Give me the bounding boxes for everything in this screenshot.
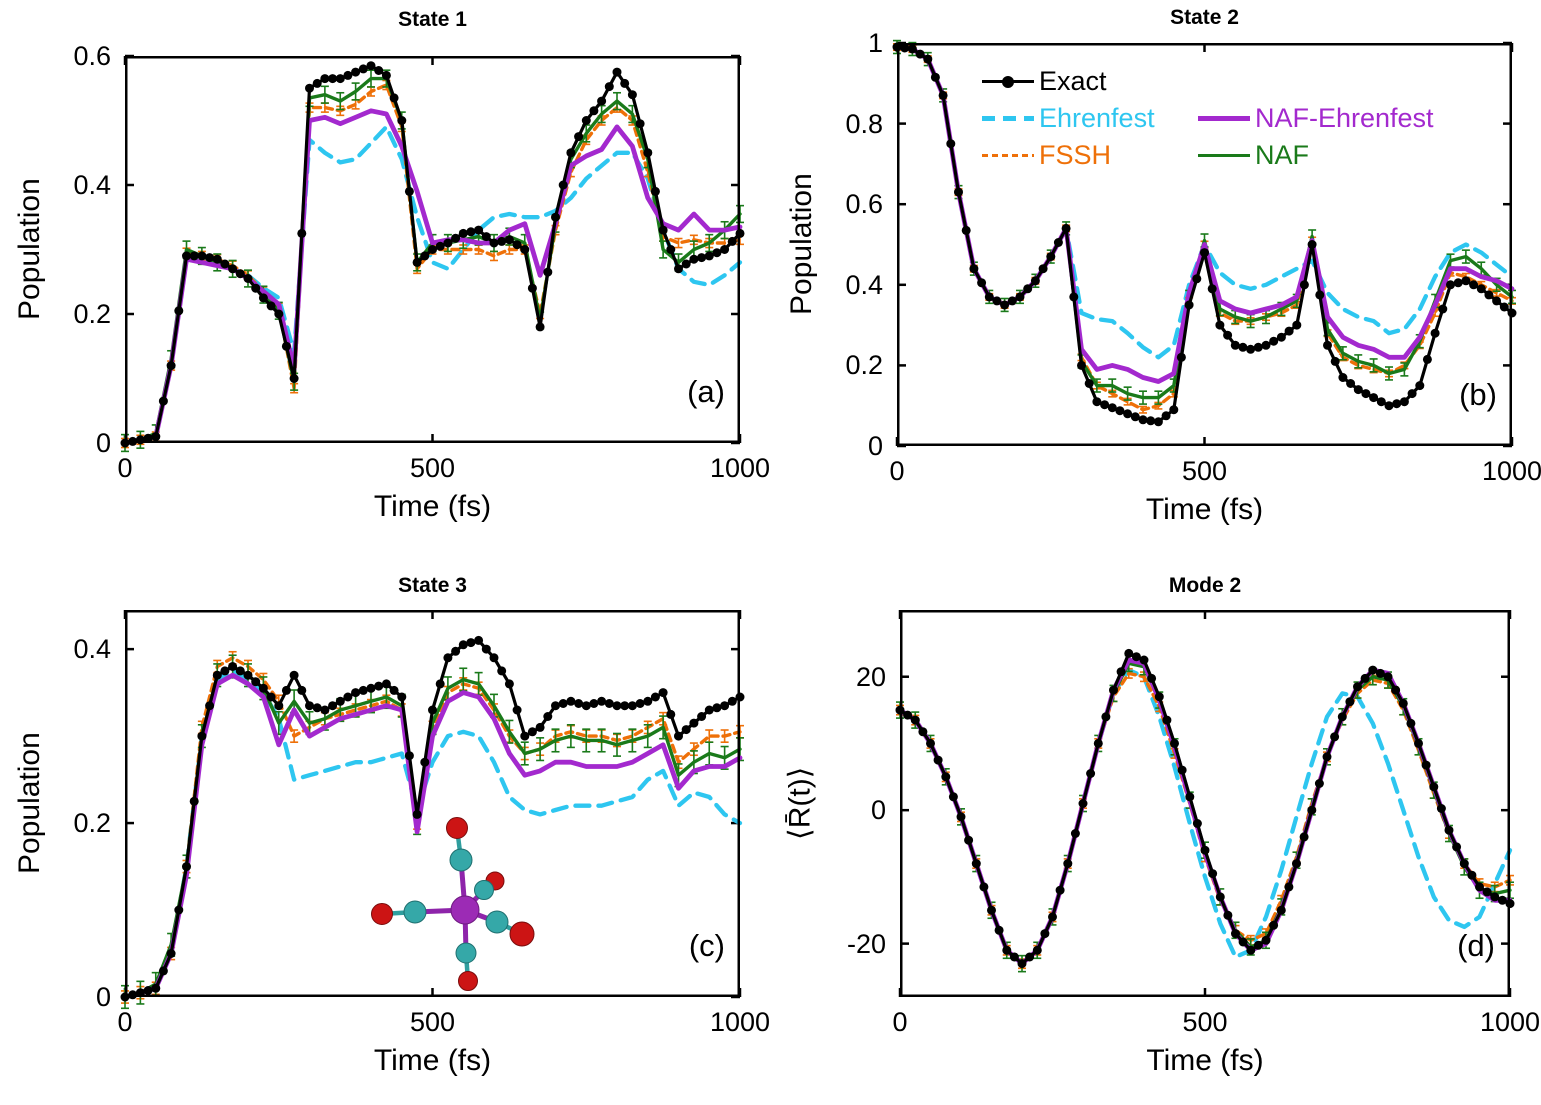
- molecule-inset: [371, 817, 535, 991]
- x-axis-label: Time (fs): [1146, 1044, 1264, 1077]
- y-tick-label: 0: [95, 428, 111, 458]
- y-tick-label: 0.6: [845, 189, 883, 220]
- x-tick-label: 500: [409, 453, 456, 483]
- series-naf-ehrenfest: [122, 108, 743, 446]
- y-tick-label: 0.2: [73, 299, 111, 329]
- plot-area: [120, 610, 745, 1010]
- panel-mode-2: Mode 2 ⟨R̄(t)⟩ Time (fs) (d) -20 0 20 0 500 1…: [770, 552, 1541, 1105]
- series-exact-markers: [120, 635, 745, 1002]
- plot-frame: [897, 43, 1512, 446]
- panel-state-2: State 2 Population Time (fs) (b) Exact Eh…: [770, 0, 1541, 552]
- molecule-oxygen-atoms: [371, 817, 535, 991]
- y-tick-label: 0.8: [845, 108, 883, 139]
- legend-label: NAF-Ehrenfest: [1255, 103, 1434, 133]
- panel-title: State 3: [398, 574, 467, 597]
- x-tick-label: 1000: [1481, 456, 1541, 486]
- panel-title: State 2: [1170, 6, 1239, 29]
- legend-item-fssh: FSSH: [982, 140, 1194, 171]
- y-tick-label: 0: [867, 431, 883, 461]
- plot-frame: [125, 56, 740, 443]
- y-tick-label: 0.4: [73, 634, 111, 665]
- panel-letter: (c): [688, 928, 725, 963]
- panel-letter: (b): [1459, 377, 1497, 412]
- plot-area: [895, 610, 1515, 997]
- naf-line-sample-icon: [1198, 145, 1250, 167]
- y-tick-label: 0.4: [73, 170, 111, 200]
- plot-frame: [900, 610, 1510, 997]
- y-tick-label: -20: [846, 928, 886, 959]
- y-tick-label: 0.2: [73, 808, 111, 839]
- legend-label: FSSH: [1039, 140, 1112, 170]
- series-ehrenfest: [897, 667, 1513, 966]
- x-tick-label: 1000: [709, 1007, 771, 1037]
- y-tick-label: 0.2: [845, 350, 883, 381]
- series-naf-ehrenfest: [122, 672, 743, 1000]
- legend-item-exact: Exact: [982, 66, 1194, 97]
- x-tick-label: 0: [117, 453, 133, 483]
- legend-item-naf-ehrenfest: NAF-Ehrenfest: [1198, 103, 1434, 134]
- legend-label: Exact: [1039, 66, 1107, 96]
- y-axis-label: Population: [13, 732, 46, 875]
- y-axis-label: Population: [785, 173, 818, 316]
- naf-ehrenfest-line-sample-icon: [1198, 108, 1250, 130]
- x-tick-label: 500: [409, 1007, 456, 1037]
- plot-area: [120, 54, 745, 453]
- y-tick-label: 0.6: [73, 41, 111, 71]
- series-fssh: [898, 671, 1512, 966]
- series-exact-markers: [892, 42, 1517, 427]
- panel-state-1: State 1 Population Time (fs) (a) 0 0.2 0.4…: [0, 0, 770, 552]
- legend-label: Ehrenfest: [1039, 103, 1155, 133]
- panel-title: Mode 2: [1168, 574, 1242, 597]
- fssh-line-sample-icon: [982, 145, 1034, 167]
- y-tick-label: 1: [867, 28, 883, 58]
- plot-area: [892, 39, 1517, 448]
- y-tick-label: 20: [855, 661, 886, 692]
- x-axis-label: Time (fs): [373, 490, 492, 523]
- ehrenfest-line-sample-icon: [982, 108, 1034, 130]
- x-tick-label: 0: [889, 456, 905, 486]
- series-exact-markers: [120, 61, 745, 448]
- legend-label: NAF: [1255, 140, 1309, 170]
- y-tick-label: 0.4: [845, 269, 883, 300]
- x-tick-label: 500: [1182, 1007, 1228, 1037]
- x-tick-label: 1000: [1479, 1007, 1541, 1037]
- x-tick-label: 500: [1181, 456, 1228, 486]
- legend: Exact Ehrenfest NAF-Ehrenfest FSSH NAF: [982, 66, 1434, 171]
- x-tick-label: 0: [117, 1007, 133, 1037]
- exact-line-sample-icon: [982, 71, 1034, 93]
- panel-title: State 1: [398, 8, 467, 31]
- x-tick-label: 0: [892, 1007, 908, 1037]
- x-tick-label: 1000: [709, 453, 771, 483]
- y-tick-label: 0: [870, 795, 886, 826]
- y-axis-label: Population: [13, 178, 46, 321]
- panel-state-3: State 3 Population Time (fs) (c): [0, 552, 770, 1105]
- legend-item-naf: NAF: [1198, 140, 1434, 171]
- panel-letter: (a): [687, 374, 725, 409]
- molecule-metal-atom: [450, 895, 480, 925]
- plot-frame: [125, 610, 740, 997]
- series-exact-markers: [895, 648, 1515, 969]
- x-axis-label: Time (fs): [373, 1044, 492, 1077]
- molecule-carbon-atoms: [403, 848, 509, 964]
- x-axis-label: Time (fs): [1145, 493, 1264, 526]
- panel-letter: (d): [1457, 928, 1495, 963]
- legend-item-ehrenfest: Ehrenfest: [982, 103, 1194, 134]
- y-tick-label: 0: [95, 982, 111, 1012]
